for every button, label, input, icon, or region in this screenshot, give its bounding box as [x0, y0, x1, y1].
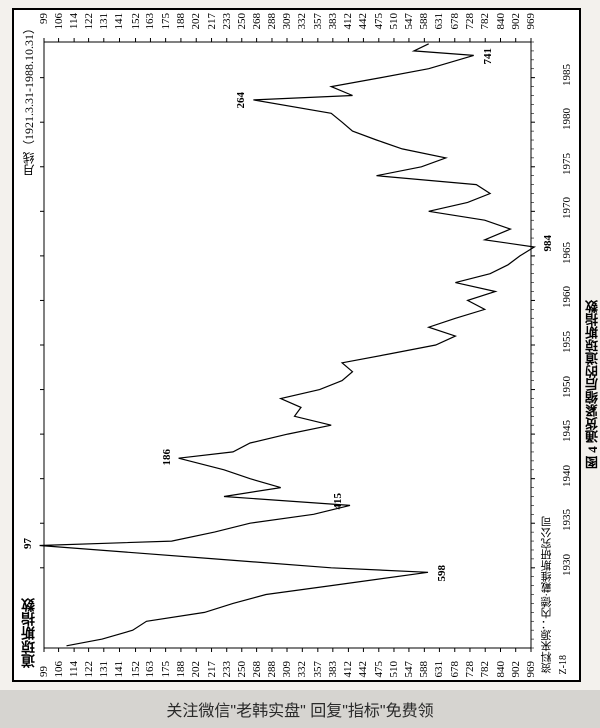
- figure-caption: 图 4 通货紧缩后的道琼斯指数: [583, 300, 600, 469]
- zi-label: Z-18: [558, 655, 569, 674]
- annotation-label: 186: [161, 449, 173, 466]
- annotation-label: 415: [332, 493, 344, 510]
- annotation-label: 984: [542, 235, 554, 252]
- annotation-label: 741: [482, 48, 494, 65]
- source-text: 资料来源：内德·戴维斯研究公司: [539, 516, 555, 674]
- chart-container: 道琼斯指数 月线（1921.3.31-1988.10.31） 969902840…: [12, 8, 581, 682]
- footer-banner: 关注微信"老韩实盘" 回复"指标"免费领: [0, 690, 600, 728]
- annotation-label: 598: [436, 565, 448, 582]
- annotation-label: 264: [235, 92, 247, 109]
- page: 道琼斯指数 月线（1921.3.31-1988.10.31） 969902840…: [0, 0, 600, 728]
- annotation-label: 97: [22, 538, 34, 549]
- banner-text: 关注微信"老韩实盘" 回复"指标"免费领: [166, 697, 433, 721]
- chart-svg: [14, 10, 579, 680]
